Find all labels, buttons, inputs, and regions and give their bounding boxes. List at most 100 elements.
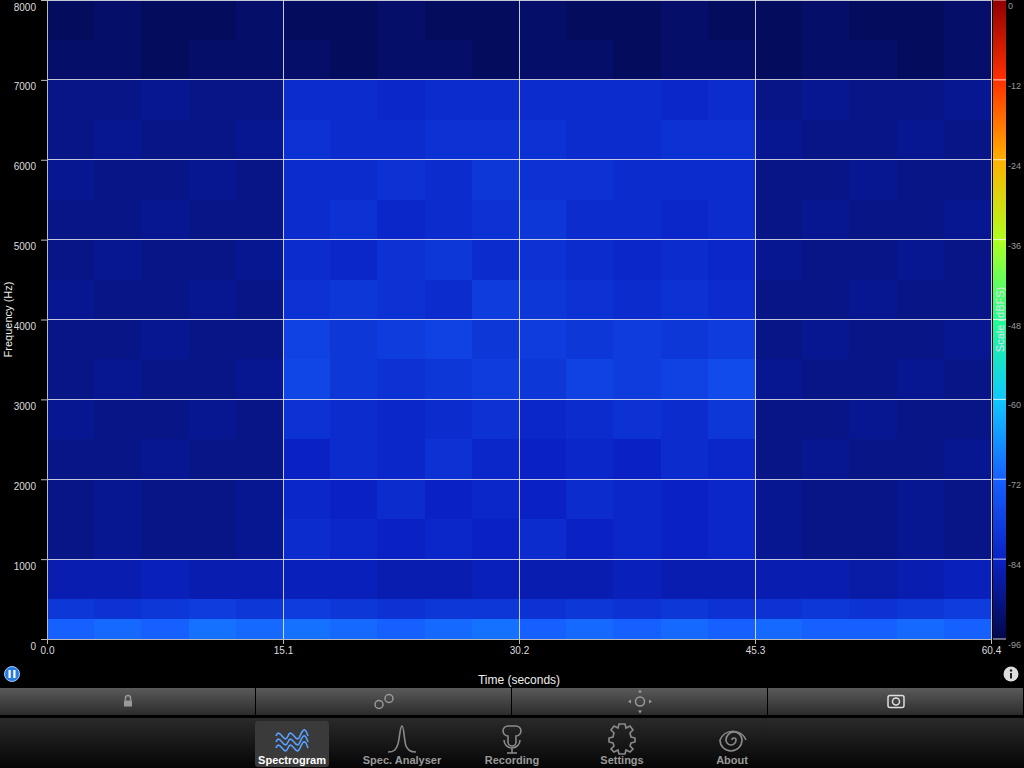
cell <box>566 280 613 320</box>
cell <box>519 359 566 399</box>
cell <box>802 399 849 439</box>
cell <box>377 280 424 320</box>
tab-label[interactable]: About <box>716 754 748 766</box>
pan-arrows[interactable] <box>628 690 652 714</box>
cell <box>189 160 236 200</box>
camera-lens[interactable] <box>893 698 900 705</box>
toolbar-button[interactable] <box>0 688 255 715</box>
cell <box>613 619 660 639</box>
cell <box>661 200 708 240</box>
toolbar-button[interactable] <box>768 688 1023 715</box>
cell <box>330 120 377 160</box>
cell <box>425 439 472 479</box>
tab-label[interactable]: Spectrogram <box>258 754 326 766</box>
tab-highlight[interactable] <box>255 721 329 767</box>
toolbar-button[interactable] <box>256 688 511 715</box>
cell <box>566 240 613 280</box>
tick-label: 6000 <box>14 161 37 172</box>
cell <box>708 160 755 200</box>
tab-label[interactable]: Spec. Analyser <box>363 754 442 766</box>
cell <box>377 519 424 559</box>
pause-button[interactable] <box>5 667 20 682</box>
toolbar-icon[interactable] <box>375 695 393 709</box>
tick-mark <box>41 399 47 400</box>
colorbar-tick <box>993 399 1006 400</box>
tab-label[interactable]: Recording <box>485 754 539 766</box>
toolbar-button-bg[interactable] <box>512 688 767 715</box>
cell <box>189 399 236 439</box>
cell <box>566 399 613 439</box>
tick: 15.1 <box>274 639 294 656</box>
tab[interactable]: About <box>716 731 748 766</box>
cell <box>519 240 566 280</box>
toolbar-button[interactable] <box>512 688 767 715</box>
tab[interactable]: Spec. Analyser <box>363 726 442 766</box>
tab-icon[interactable] <box>388 726 416 752</box>
lock-shackle[interactable] <box>126 696 131 701</box>
zoom-icon[interactable] <box>375 701 383 709</box>
tab-icon[interactable] <box>720 731 746 751</box>
pause-bar[interactable] <box>13 670 15 678</box>
info-button[interactable] <box>1004 667 1019 682</box>
tab[interactable]: Settings <box>600 724 643 766</box>
pause-circle[interactable] <box>5 667 20 682</box>
tab[interactable]: Spectrogram <box>255 721 329 767</box>
cell <box>47 439 94 479</box>
toolbar-icon[interactable] <box>628 690 652 714</box>
camera-body[interactable] <box>888 696 904 708</box>
toolbar-button-bg[interactable] <box>768 688 1023 715</box>
tick-label: 30.2 <box>510 645 530 656</box>
tick: 2000 <box>14 480 47 492</box>
cell <box>425 200 472 240</box>
lock-body[interactable] <box>124 701 132 707</box>
info-circle[interactable] <box>1004 667 1019 682</box>
cell <box>94 359 141 399</box>
cell <box>377 40 424 80</box>
cell <box>472 280 519 320</box>
tab-icon[interactable] <box>276 730 308 751</box>
cell <box>944 439 991 479</box>
tab-label[interactable]: Settings <box>600 754 643 766</box>
pause-bar[interactable] <box>9 670 11 678</box>
toolbar-button-bg[interactable] <box>0 688 255 715</box>
info-stem[interactable] <box>1010 673 1012 679</box>
cell <box>802 519 849 559</box>
cell <box>802 240 849 280</box>
background <box>0 0 1024 768</box>
cell <box>189 479 236 519</box>
toolbar-button-bg[interactable] <box>256 688 511 715</box>
colorbar-tick-label: 0 <box>1008 1 1013 11</box>
toolbar-icon[interactable] <box>888 696 904 708</box>
cell <box>236 519 283 559</box>
tab-icon[interactable] <box>609 724 635 754</box>
cell <box>944 0 991 40</box>
cell <box>755 160 802 200</box>
cell <box>708 120 755 160</box>
cell <box>189 0 236 40</box>
cell <box>472 399 519 439</box>
cell <box>141 479 188 519</box>
cell <box>755 439 802 479</box>
tick: 0 <box>30 640 47 652</box>
cell <box>944 519 991 559</box>
toolbar-icon[interactable] <box>124 696 132 707</box>
zoom-icon[interactable] <box>385 695 393 703</box>
tab[interactable]: Recording <box>485 726 539 766</box>
cell <box>377 320 424 360</box>
cell <box>47 200 94 240</box>
cell <box>283 160 330 200</box>
cell <box>613 519 660 559</box>
cell <box>47 160 94 200</box>
cell <box>755 240 802 280</box>
tab-icon[interactable] <box>503 726 521 753</box>
pan-icon[interactable] <box>636 697 645 706</box>
cell <box>330 519 377 559</box>
cell <box>472 439 519 479</box>
cell <box>283 479 330 519</box>
cell <box>425 399 472 439</box>
cell <box>425 160 472 200</box>
cell <box>236 559 283 599</box>
info-dot[interactable] <box>1010 669 1012 671</box>
cell <box>613 40 660 80</box>
x-axis-title: Time (seconds) <box>478 673 560 687</box>
